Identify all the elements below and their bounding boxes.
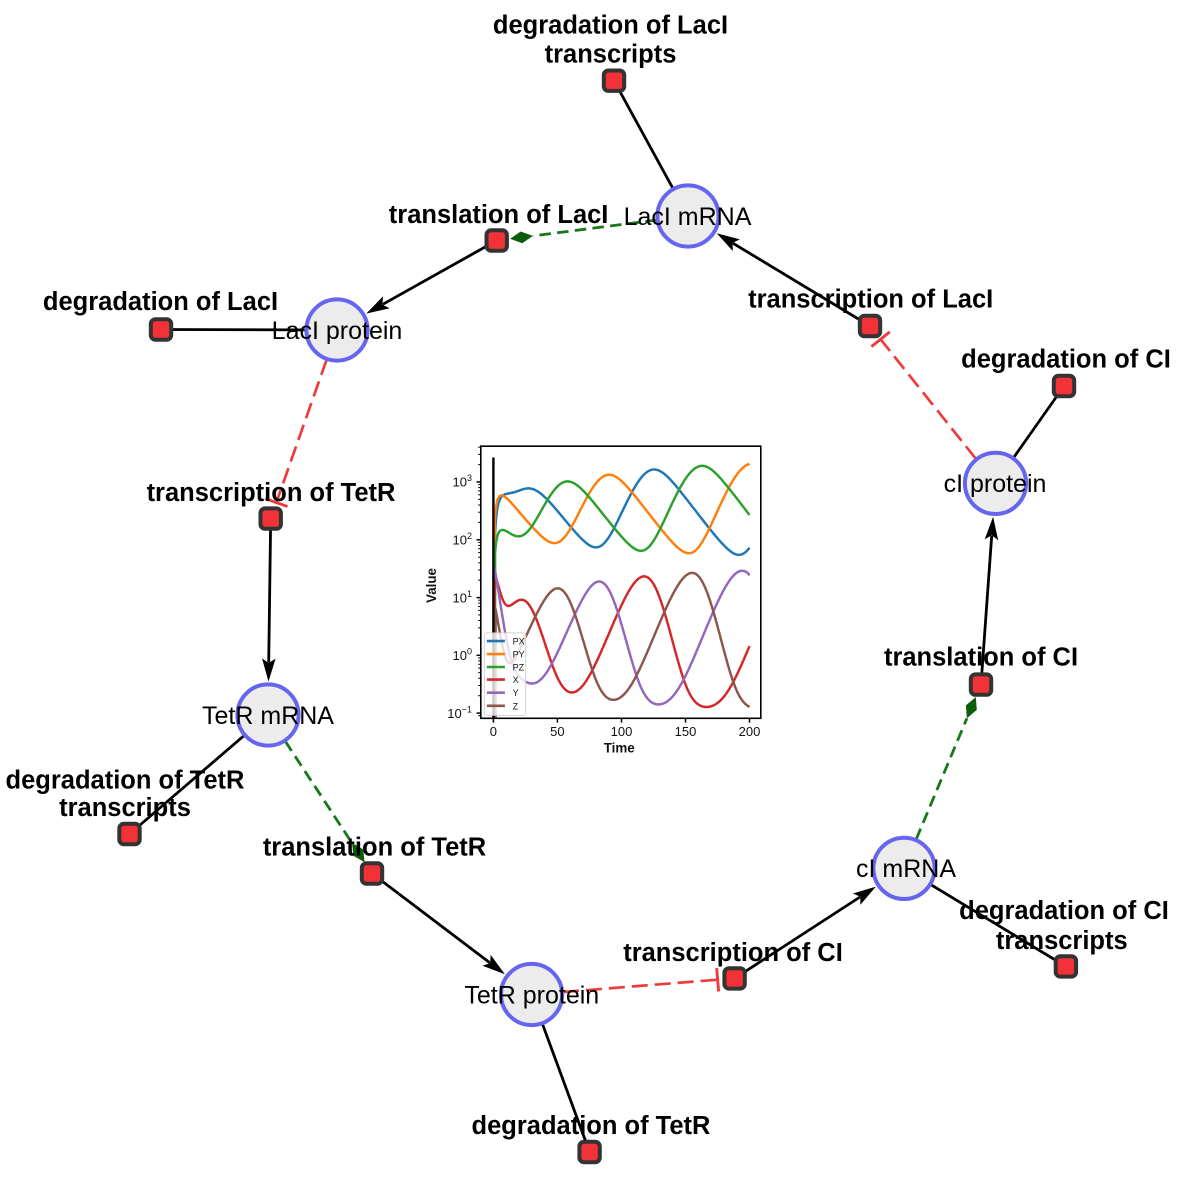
svg-text:50: 50 [550, 724, 564, 739]
svg-text:150: 150 [675, 724, 697, 739]
svg-text:transcripts: transcripts [545, 41, 677, 69]
svg-text:Time: Time [604, 740, 635, 755]
svg-text:transcription of LacI: transcription of LacI [748, 285, 993, 313]
svg-text:degradation of LacI: degradation of LacI [493, 11, 728, 39]
svg-text:TetR protein: TetR protein [464, 981, 599, 1009]
svg-text:translation of TetR: translation of TetR [263, 833, 486, 861]
svg-text:100: 100 [611, 724, 633, 739]
svg-text:transcription of TetR: transcription of TetR [147, 479, 396, 507]
svg-text:LacI protein: LacI protein [272, 317, 403, 345]
svg-text:degradation of CI: degradation of CI [961, 345, 1171, 373]
svg-text:transcription of CI: transcription of CI [623, 939, 843, 967]
svg-text:TetR mRNA: TetR mRNA [202, 702, 334, 730]
svg-text:PX: PX [513, 637, 525, 647]
svg-text:transcripts: transcripts [59, 794, 191, 822]
svg-text:X: X [513, 675, 519, 685]
svg-text:translation of LacI: translation of LacI [389, 201, 609, 229]
svg-text:Value: Value [424, 568, 439, 603]
svg-text:Z: Z [513, 701, 519, 711]
svg-text:cI mRNA: cI mRNA [856, 855, 956, 883]
svg-text:PY: PY [513, 650, 525, 660]
svg-text:degradation of LacI: degradation of LacI [43, 288, 278, 316]
svg-text:Y: Y [513, 688, 519, 698]
svg-text:200: 200 [739, 724, 761, 739]
svg-text:0: 0 [490, 724, 497, 739]
svg-text:transcripts: transcripts [996, 927, 1128, 955]
svg-text:PZ: PZ [513, 663, 525, 673]
svg-text:translation of CI: translation of CI [884, 643, 1078, 671]
svg-text:degradation of CI: degradation of CI [959, 897, 1169, 925]
svg-text:degradation of TetR: degradation of TetR [6, 766, 245, 794]
svg-text:degradation of TetR: degradation of TetR [472, 1112, 711, 1140]
svg-text:LacI mRNA: LacI mRNA [624, 203, 752, 231]
svg-text:cI protein: cI protein [944, 470, 1047, 498]
